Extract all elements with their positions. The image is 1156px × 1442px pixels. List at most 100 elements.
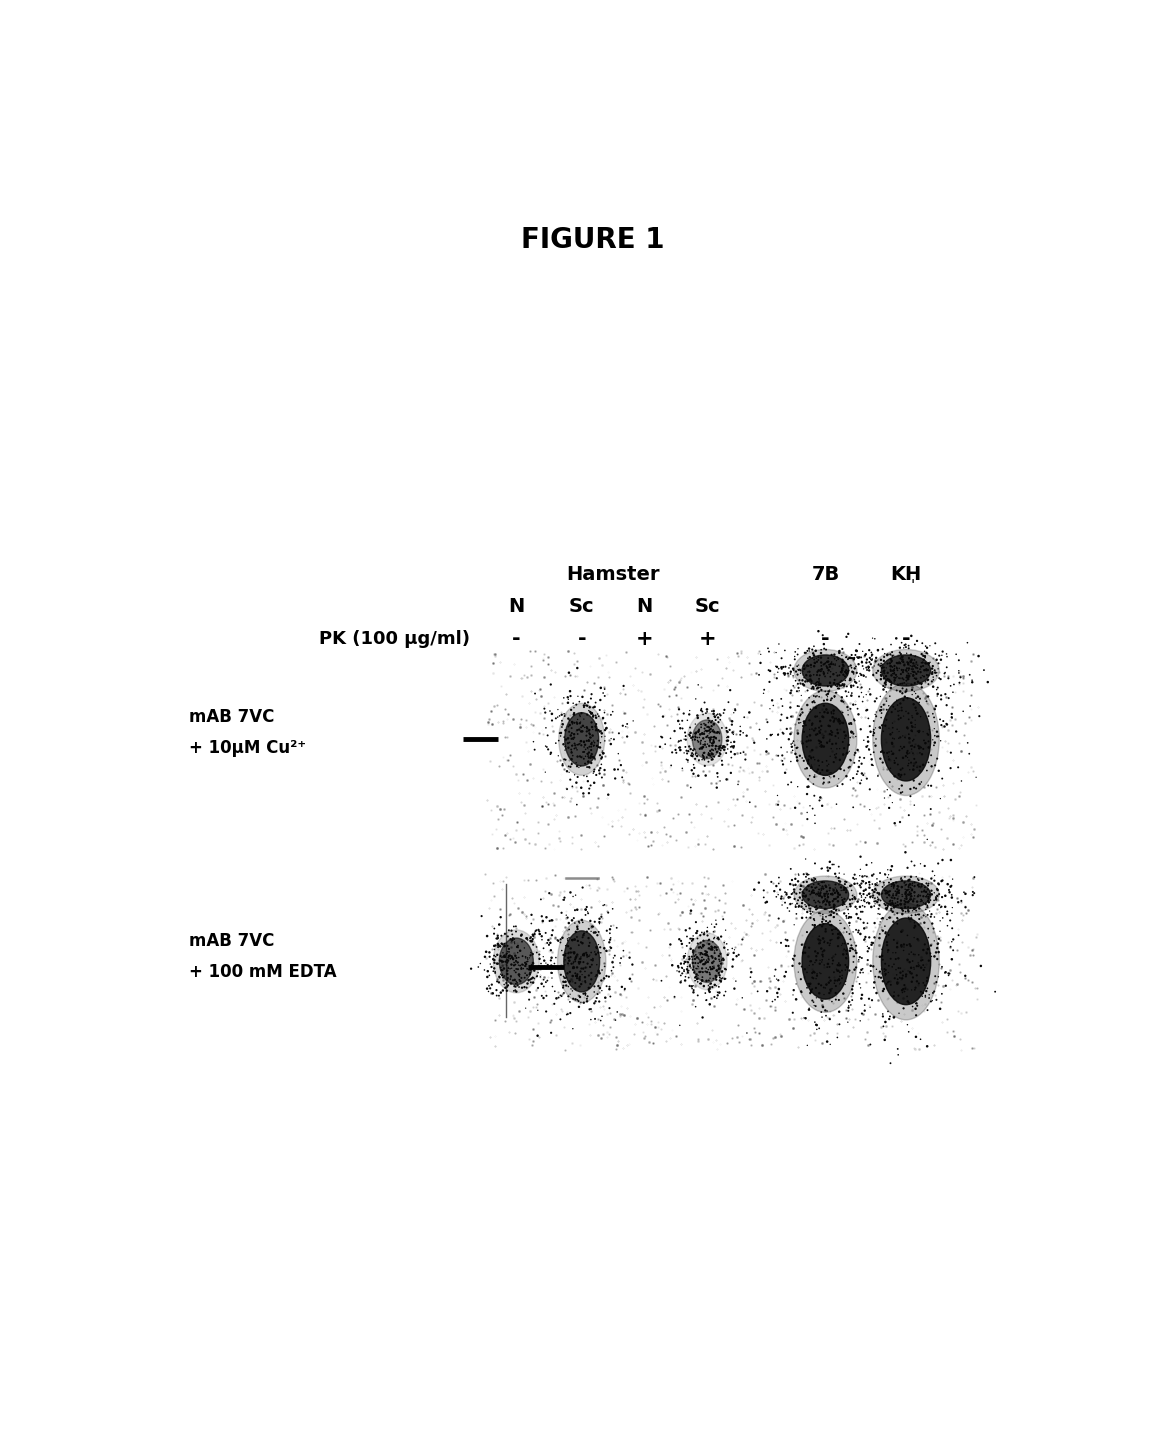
Point — [783, 735, 801, 758]
Point — [684, 979, 703, 1002]
Point — [892, 979, 911, 1002]
Point — [803, 868, 822, 891]
Point — [879, 999, 897, 1022]
Point — [880, 1008, 898, 1031]
Point — [899, 875, 918, 898]
Point — [695, 722, 713, 746]
Point — [776, 891, 794, 914]
Point — [825, 969, 844, 992]
Point — [869, 639, 888, 662]
Point — [877, 643, 896, 666]
Point — [815, 689, 833, 712]
Point — [840, 893, 859, 916]
Point — [556, 945, 575, 968]
Point — [732, 741, 750, 764]
Point — [707, 727, 726, 750]
Point — [590, 959, 608, 982]
Point — [839, 999, 858, 1022]
Point — [661, 727, 680, 750]
Point — [933, 848, 951, 871]
Point — [587, 936, 606, 959]
Point — [816, 920, 835, 943]
Point — [672, 952, 690, 975]
Point — [541, 673, 560, 696]
Point — [697, 940, 716, 963]
Point — [795, 711, 814, 734]
Point — [927, 988, 946, 1011]
Point — [906, 645, 925, 668]
Point — [571, 950, 590, 973]
Point — [902, 673, 920, 696]
Point — [860, 883, 879, 906]
Point — [569, 917, 587, 940]
Point — [794, 881, 813, 904]
Point — [699, 945, 718, 968]
Point — [555, 702, 573, 725]
Point — [884, 871, 903, 894]
Point — [713, 960, 732, 983]
Point — [719, 725, 738, 748]
Point — [884, 953, 903, 976]
Point — [829, 709, 847, 733]
Point — [750, 663, 769, 686]
Point — [805, 872, 823, 895]
Point — [572, 991, 591, 1014]
Point — [905, 956, 924, 979]
Point — [511, 939, 529, 962]
Point — [716, 698, 734, 721]
Point — [590, 718, 608, 741]
Point — [887, 957, 905, 981]
Point — [890, 966, 909, 989]
Point — [578, 737, 596, 760]
Point — [702, 744, 720, 767]
Point — [898, 933, 917, 956]
Point — [837, 881, 855, 904]
Point — [814, 773, 832, 796]
Point — [801, 900, 820, 923]
Point — [825, 897, 844, 920]
Point — [926, 660, 944, 684]
Point — [833, 743, 852, 766]
Point — [542, 1021, 561, 1044]
Point — [803, 870, 822, 893]
Point — [791, 875, 809, 898]
Point — [872, 888, 890, 911]
Point — [494, 942, 512, 965]
Point — [806, 908, 824, 932]
Point — [569, 930, 587, 953]
Point — [830, 642, 849, 665]
Point — [793, 701, 812, 724]
Point — [813, 705, 831, 728]
Point — [860, 797, 879, 820]
Point — [929, 940, 948, 963]
Point — [706, 965, 725, 988]
Point — [801, 972, 820, 995]
Point — [765, 880, 784, 903]
Point — [711, 721, 729, 744]
Point — [830, 640, 849, 663]
Point — [845, 646, 864, 669]
Point — [573, 741, 592, 764]
Point — [704, 733, 722, 756]
Point — [806, 1011, 824, 1034]
Point — [705, 714, 724, 737]
Point — [695, 929, 713, 952]
Point — [706, 908, 725, 932]
Point — [512, 966, 531, 989]
Point — [511, 955, 529, 978]
Point — [506, 950, 525, 973]
Point — [502, 927, 520, 950]
Point — [701, 731, 719, 754]
Point — [875, 662, 894, 685]
Point — [823, 854, 842, 877]
Point — [866, 881, 884, 904]
Point — [882, 672, 901, 695]
Point — [785, 945, 803, 968]
Point — [772, 887, 791, 910]
Point — [922, 883, 941, 906]
Ellipse shape — [557, 920, 606, 1002]
Point — [816, 665, 835, 688]
Point — [703, 720, 721, 743]
Point — [847, 897, 866, 920]
Point — [800, 646, 818, 669]
